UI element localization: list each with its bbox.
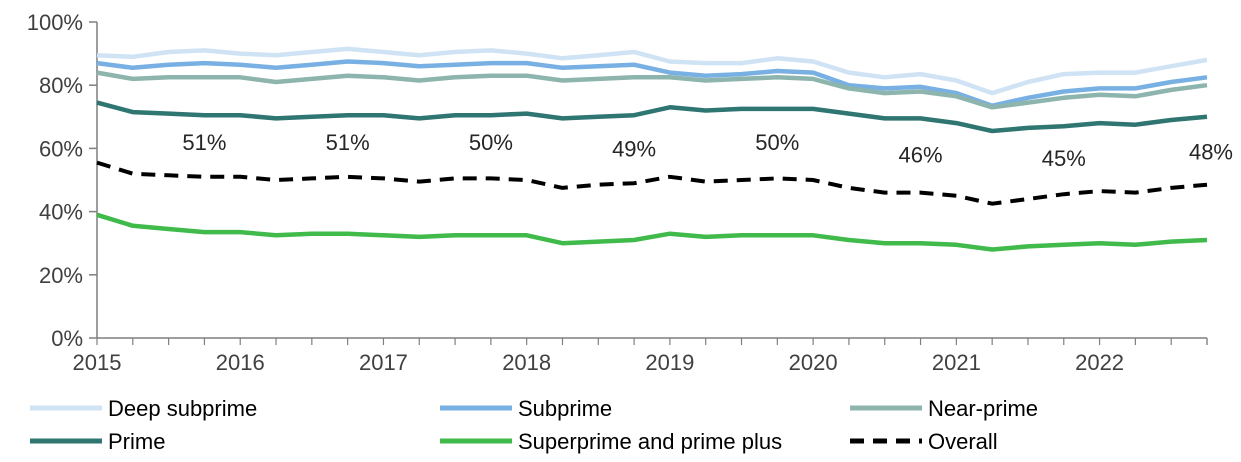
x-tick-label: 2017 [359,350,408,375]
data-label: 46% [899,143,943,168]
annotations: 51% 51% 50% 49% 50% 46% 45% 48% [182,130,1233,171]
data-label: 45% [1042,146,1086,171]
data-label: 49% [612,136,656,161]
x-tick-label: 2015 [73,350,122,375]
legend: Deep subprime Subprime Near-prime Prime Supe… [30,396,1038,454]
y-tick-label: 40% [39,200,83,225]
series-line-near-prime [96,70,1208,110]
legend-label-prime: Prime [108,429,165,454]
x-tick-label: 2022 [1075,350,1124,375]
x-tick-label: 2020 [789,350,838,375]
series-line-superprime-and-prime-plus [96,212,1208,252]
series-line-prime [96,100,1208,134]
series-line-deep-subprime [96,46,1208,96]
x-tick-label: 2018 [502,350,551,375]
data-label: 51% [182,130,226,155]
series-lines [96,46,1208,252]
y-tick-label: 60% [39,136,83,161]
x-tick-label: 2021 [932,350,981,375]
legend-label-subprime: Subprime [518,396,612,421]
y-tick-label: 80% [39,73,83,98]
axes: 0% 20% 40% 60% 80% 100% 2015 2016 2017 2018 2019 20… [27,10,1208,375]
data-label: 50% [755,130,799,155]
legend-label-near-prime: Near-prime [928,396,1038,421]
data-label: 51% [326,130,370,155]
x-tick-label: 2019 [645,350,694,375]
y-tick-label: 100% [27,10,83,35]
y-tick-label: 0% [51,326,83,351]
data-label: 50% [469,130,513,155]
series-line-subprime [96,59,1208,108]
legend-label-deep-subprime: Deep subprime [108,396,257,421]
data-label: 48% [1189,140,1233,165]
y-tick-label: 20% [39,263,83,288]
series-line-overall [96,160,1208,206]
legend-label-superprime-and-prime-plus: Superprime and prime plus [518,429,782,454]
x-tick-label: 2016 [216,350,265,375]
legend-label-overall: Overall [928,429,998,454]
